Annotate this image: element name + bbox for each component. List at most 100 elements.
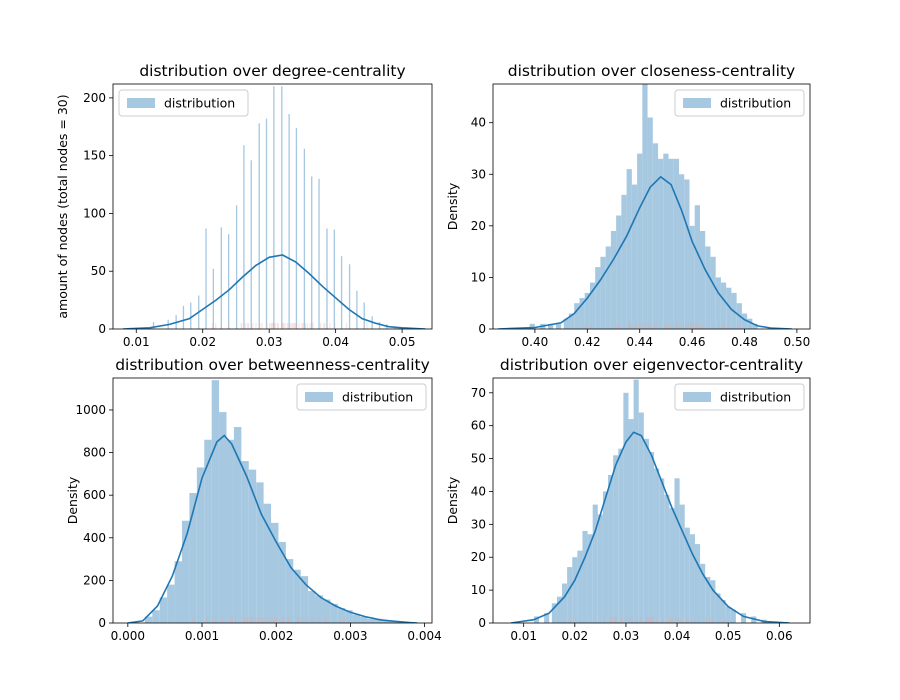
legend: distribution xyxy=(674,89,805,117)
y-tick-label: 0 xyxy=(478,322,486,336)
histogram-bar xyxy=(189,493,197,623)
y-tick-label: 0 xyxy=(98,616,106,630)
histogram-bar xyxy=(258,123,260,329)
histogram-bar xyxy=(152,322,155,329)
histogram-bar xyxy=(589,282,596,329)
histogram-bar xyxy=(652,143,659,329)
histogram-bar xyxy=(621,194,627,329)
axes-frame xyxy=(492,83,811,330)
legend: distribution xyxy=(296,383,427,411)
histogram-bar xyxy=(752,323,758,329)
x-tick-label: 0.004 xyxy=(407,629,441,643)
histogram-bar xyxy=(326,228,328,329)
chart-title: distribution over eigenvector-centrality xyxy=(500,356,803,374)
histogram-bar xyxy=(658,158,664,329)
histogram-bar xyxy=(613,455,619,623)
histogram-bar xyxy=(382,620,390,623)
x-tick-label: 0.06 xyxy=(766,629,793,643)
y-tick-label: 30 xyxy=(471,517,486,531)
histogram-bar xyxy=(689,534,695,623)
histogram-bar xyxy=(356,290,358,329)
histogram-bar xyxy=(318,178,320,329)
histogram-bar xyxy=(643,438,649,623)
x-tick-label: 0.003 xyxy=(333,629,367,643)
histogram-bar xyxy=(271,522,279,623)
histogram-bar xyxy=(705,246,711,329)
histogram-bar xyxy=(374,618,383,623)
legend: distribution xyxy=(674,383,805,411)
histogram-bar xyxy=(211,380,220,623)
histogram-bar xyxy=(664,494,670,623)
histogram-bar xyxy=(616,215,622,329)
histogram-bar xyxy=(597,514,603,623)
axes-frame xyxy=(112,83,433,330)
histogram-bar xyxy=(684,527,690,623)
legend-box xyxy=(118,89,249,117)
rug-marks xyxy=(211,323,368,329)
histogram-bar xyxy=(654,468,660,623)
histogram-bar xyxy=(248,469,257,623)
histogram-bar xyxy=(293,569,301,623)
histogram-bar xyxy=(263,503,272,623)
histogram-bar xyxy=(577,550,583,623)
y-tick-label: 60 xyxy=(471,419,486,433)
y-tick-label: 200 xyxy=(83,91,106,105)
x-tick-label: 0.42 xyxy=(574,335,601,349)
histogram-bar xyxy=(363,302,365,329)
y-tick-label: 40 xyxy=(471,116,486,130)
histogram-bar xyxy=(679,504,685,623)
histogram-bar xyxy=(548,323,554,329)
histogram-bar xyxy=(190,302,192,329)
histogram-bar xyxy=(700,563,706,623)
x-tick-label: 0.05 xyxy=(389,335,416,349)
kde-line xyxy=(122,254,426,329)
histogram-bar xyxy=(303,148,306,329)
histogram-bar xyxy=(637,153,643,329)
plot-area xyxy=(122,86,426,329)
histogram-bar xyxy=(562,583,568,623)
histogram-bar xyxy=(226,439,234,623)
x-tick-label: 0.03 xyxy=(256,335,283,349)
histogram-bar xyxy=(668,158,674,329)
x-tick-label: 0.02 xyxy=(189,335,216,349)
histogram-bar xyxy=(715,593,721,623)
histogram-bar xyxy=(241,461,249,623)
histogram-bar xyxy=(642,84,648,329)
y-tick-label: 1000 xyxy=(75,403,106,417)
histogram-bar xyxy=(182,305,185,329)
histogram-bar xyxy=(555,323,562,329)
kde-line xyxy=(498,175,792,329)
y-axis-label: Density xyxy=(445,476,460,524)
histogram-bar xyxy=(740,613,747,623)
y-tick-label: 150 xyxy=(83,149,106,163)
x-tick-label: 0.001 xyxy=(185,629,219,643)
histogram-bar xyxy=(551,603,557,623)
histogram-bar xyxy=(587,534,593,623)
histogram-bar xyxy=(250,160,252,329)
x-tick-label: 0.04 xyxy=(664,629,691,643)
y-tick-label: 50 xyxy=(91,264,106,278)
histogram-bar xyxy=(288,114,290,329)
histogram-bar xyxy=(205,228,207,329)
x-tick-label: 0.50 xyxy=(784,335,811,349)
histogram-bar xyxy=(315,595,323,623)
histogram-bar xyxy=(610,231,617,329)
y-axis-label: Density xyxy=(445,182,460,230)
legend-box xyxy=(296,383,427,411)
histogram-bar xyxy=(330,603,338,623)
x-tick-label: 0.002 xyxy=(259,629,293,643)
subplot-2: 0.40 0.42 0.44 0.46 0.48 0.50 0 10 20 30 40 distrib… xyxy=(445,62,811,349)
histogram-bar xyxy=(235,205,238,329)
y-tick-label: 10 xyxy=(471,270,486,284)
histogram-bar xyxy=(568,313,575,329)
y-tick-label: 30 xyxy=(471,167,486,181)
legend-swatch xyxy=(127,98,155,108)
y-tick-label: 50 xyxy=(471,452,486,466)
legend-swatch xyxy=(683,98,711,108)
histogram-bar xyxy=(726,287,732,329)
histogram-bar xyxy=(227,234,230,329)
histogram-bar xyxy=(741,313,748,329)
legend-label: distribution xyxy=(164,96,235,111)
